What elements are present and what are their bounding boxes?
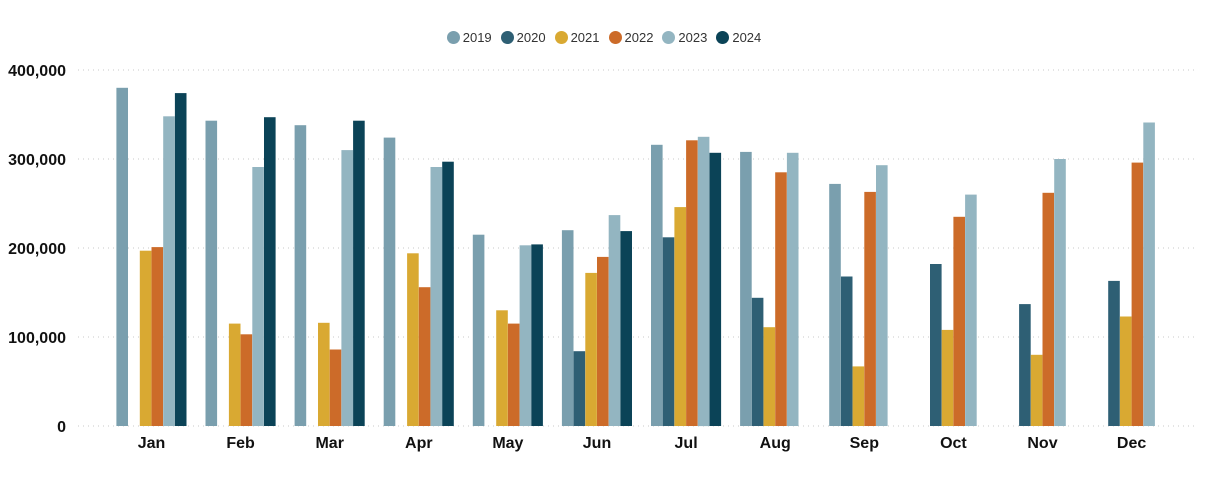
x-tick-label: Oct [940, 435, 967, 452]
bar-2021-apr[interactable] [407, 253, 419, 426]
bar-2023-jun[interactable] [608, 215, 621, 426]
bar-2022-jul[interactable] [686, 140, 698, 427]
x-tick-label: Aug [760, 435, 791, 452]
x-tick-label: Apr [405, 435, 433, 452]
bar-2023-sep[interactable] [876, 165, 888, 426]
bar-2020-jul[interactable] [662, 237, 675, 426]
legend-label: 2020 [516, 30, 546, 45]
bar-2019-jul[interactable] [651, 144, 663, 427]
bar-2022-feb[interactable] [240, 334, 253, 426]
bar-2022-apr[interactable] [418, 287, 431, 426]
bar-2023-apr[interactable] [430, 167, 443, 426]
legend-marker [554, 31, 568, 44]
legend-marker [662, 31, 676, 44]
legend-item-2019[interactable]: 2019 [446, 30, 492, 45]
bar-2023-mar[interactable] [341, 150, 353, 426]
bar-2022-mar[interactable] [329, 349, 342, 427]
legend-item-2022[interactable]: 2022 [608, 30, 654, 45]
bar-2021-oct[interactable] [941, 329, 954, 426]
legend-item-2023[interactable]: 2023 [662, 30, 707, 45]
bar-2021-sep[interactable] [852, 366, 865, 426]
bar-2020-jun[interactable] [573, 351, 586, 426]
legend-marker [716, 31, 730, 44]
bar-2021-nov[interactable] [1030, 354, 1043, 426]
x-tick-label: Jan [138, 435, 166, 452]
bar-2023-nov[interactable] [1054, 159, 1066, 426]
bar-2019-mar[interactable] [294, 125, 307, 426]
bar-2022-dec[interactable] [1131, 162, 1144, 426]
bar-2022-oct[interactable] [953, 216, 965, 426]
bar-2020-dec[interactable] [1108, 280, 1120, 426]
bar-2019-feb[interactable] [205, 120, 218, 426]
bar-2019-jan[interactable] [116, 87, 128, 427]
bar-2023-jan[interactable] [163, 116, 175, 427]
bar-2021-jul[interactable] [674, 207, 686, 426]
bar-2023-feb[interactable] [252, 167, 264, 426]
x-tick-label: Sep [850, 435, 880, 452]
x-tick-label: Jul [675, 435, 698, 452]
legend-item-2024[interactable]: 2024 [716, 30, 761, 45]
x-tick-label: Feb [226, 435, 255, 452]
bar-2023-aug[interactable] [786, 152, 799, 427]
legend-label: 2023 [678, 30, 708, 45]
bar-2021-mar[interactable] [318, 322, 330, 426]
legend-item-2021[interactable]: 2021 [554, 30, 600, 45]
bar-2020-oct[interactable] [930, 264, 942, 426]
bar-2019-sep[interactable] [829, 183, 841, 426]
y-tick-label: 200,000 [8, 241, 66, 258]
bar-2021-feb[interactable] [228, 323, 241, 426]
bar-2024-feb[interactable] [264, 117, 276, 426]
bar-2022-sep[interactable] [864, 191, 876, 426]
bar-2020-nov[interactable] [1019, 304, 1031, 426]
x-tick-label: Mar [315, 435, 343, 452]
bar-2021-jan[interactable] [139, 250, 152, 426]
bar-2021-jun[interactable] [585, 272, 597, 426]
bar-2019-apr[interactable] [383, 137, 396, 426]
y-tick-label: 300,000 [8, 152, 66, 169]
bar-2023-may[interactable] [519, 245, 532, 426]
bar-2024-mar[interactable] [353, 120, 365, 426]
x-tick-label: May [492, 435, 523, 452]
y-tick-label: 0 [57, 419, 66, 436]
bar-2024-may[interactable] [531, 244, 543, 426]
bar-2022-aug[interactable] [775, 172, 787, 426]
x-tick-label: Nov [1027, 435, 1057, 452]
bar-2024-jun[interactable] [620, 231, 632, 426]
x-tick-label: Jun [583, 435, 611, 452]
bar-2022-nov[interactable] [1042, 192, 1055, 426]
bar-2020-sep[interactable] [840, 276, 853, 427]
bar-2019-jun[interactable] [561, 230, 574, 426]
legend-label: 2021 [570, 30, 600, 45]
legend-item-2020[interactable]: 2020 [500, 30, 546, 45]
y-tick-label: 400,000 [8, 63, 66, 80]
bar-2024-jul[interactable] [709, 152, 722, 427]
legend-label: 2019 [462, 30, 492, 45]
legend-marker [446, 31, 460, 44]
bar-2021-aug[interactable] [763, 327, 776, 426]
bar-2023-oct[interactable] [965, 194, 977, 426]
legend-label: 2022 [624, 30, 654, 45]
bar-2024-apr[interactable] [442, 161, 454, 426]
bar-2020-aug[interactable] [751, 297, 764, 426]
bar-2021-dec[interactable] [1119, 316, 1132, 427]
legend-marker [500, 31, 514, 44]
bar-2023-jul[interactable] [697, 136, 710, 427]
bar-2019-may[interactable] [472, 234, 485, 426]
chart-legend: 2019 2020 2021 2022 2023 2024 [0, 30, 1208, 45]
bar-2022-jan[interactable] [151, 247, 164, 426]
y-tick-label: 100,000 [8, 330, 66, 347]
legend-marker [608, 31, 622, 44]
bar-2019-aug[interactable] [740, 151, 752, 426]
legend-label: 2024 [732, 30, 762, 45]
x-tick-label: Dec [1117, 435, 1146, 452]
bar-2022-may[interactable] [507, 323, 520, 426]
bar-2023-dec[interactable] [1143, 122, 1155, 427]
bar-2021-may[interactable] [496, 310, 508, 426]
bar-2022-jun[interactable] [597, 256, 609, 426]
bar-2024-jan[interactable] [174, 93, 187, 426]
